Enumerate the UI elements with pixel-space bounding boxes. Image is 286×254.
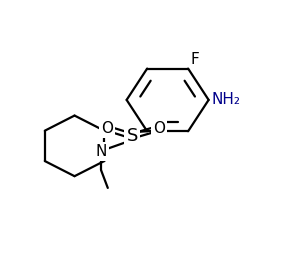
Text: O: O xyxy=(153,121,165,136)
Text: F: F xyxy=(191,52,200,67)
Text: O: O xyxy=(101,121,113,136)
Text: S: S xyxy=(126,127,138,145)
Text: NH₂: NH₂ xyxy=(212,92,241,107)
Text: N: N xyxy=(96,144,107,159)
